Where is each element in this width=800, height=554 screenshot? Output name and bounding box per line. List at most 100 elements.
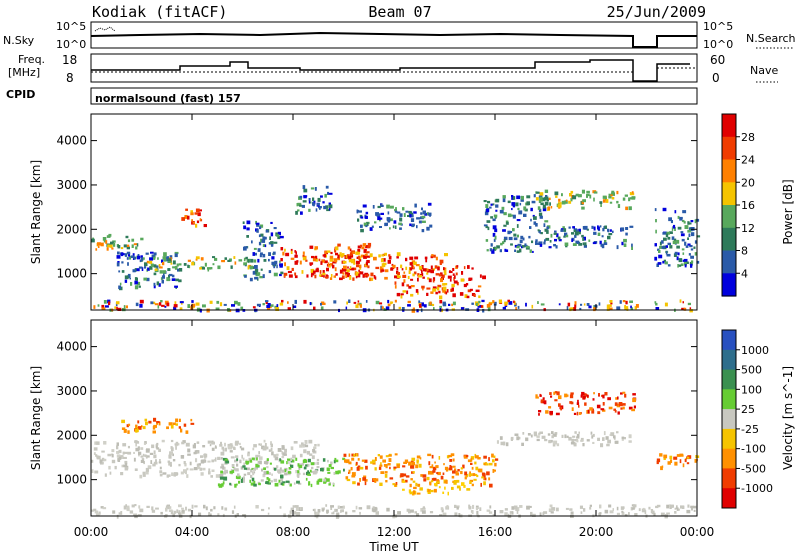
heatmap-cell (687, 456, 690, 459)
heatmap-cell (438, 290, 441, 294)
heatmap-cell (356, 467, 360, 471)
heatmap-cell (142, 257, 145, 260)
heatmap-cell (589, 506, 592, 510)
heatmap-cell (129, 255, 132, 260)
heatmap-cell (153, 454, 157, 459)
heatmap-cell (537, 301, 539, 304)
heatmap-cell (573, 307, 577, 311)
heatmap-cell (217, 265, 221, 270)
heatmap-cell (671, 227, 674, 231)
heatmap-cell (351, 472, 356, 476)
heatmap-cell (625, 232, 628, 236)
heatmap-cell (460, 467, 463, 470)
heatmap-cell (572, 435, 576, 438)
heatmap-cell (100, 242, 104, 247)
heatmap-cell (422, 507, 426, 510)
heatmap-cell (421, 215, 426, 219)
heatmap-cell (312, 202, 315, 207)
heatmap-cell (667, 236, 671, 240)
heatmap-cell (265, 300, 269, 303)
heatmap-cell (298, 482, 302, 485)
heatmap-cell (442, 301, 446, 306)
heatmap-cell (489, 483, 493, 488)
heatmap-cell (290, 248, 293, 252)
heatmap-cell (142, 453, 145, 457)
heatmap-cell (485, 226, 489, 229)
heatmap-cell (230, 265, 233, 269)
heatmap-cell (544, 189, 549, 193)
heatmap-cell (294, 275, 298, 279)
heatmap-cell (349, 268, 353, 271)
heatmap-cell (236, 463, 239, 467)
heatmap-cell (409, 483, 412, 488)
heatmap-cell (328, 464, 332, 467)
heatmap-cell (430, 291, 434, 294)
heatmap-cell (274, 467, 277, 471)
heatmap-cell (687, 243, 691, 246)
heatmap-cell (682, 301, 684, 304)
heatmap-cell (153, 264, 157, 268)
heatmap-cell (525, 245, 530, 249)
heatmap-cell (105, 240, 108, 244)
heatmap-cell (374, 276, 377, 280)
heatmap-cell (363, 475, 367, 479)
heatmap-cell (140, 455, 144, 458)
heatmap-cell (526, 195, 531, 199)
heatmap-cell (663, 454, 668, 459)
heatmap-cell (576, 436, 580, 439)
heatmap-cell (151, 444, 155, 449)
heatmap-cell (404, 479, 408, 483)
heatmap-cell (364, 481, 367, 486)
heatmap-cell (317, 197, 321, 202)
heatmap-cell (609, 229, 612, 232)
heatmap-cell (687, 504, 690, 508)
heatmap-cell (358, 507, 363, 510)
heatmap-cell (576, 433, 580, 438)
heatmap-cell (388, 254, 391, 257)
colorbar-tick-label: 1000 (741, 344, 769, 357)
heatmap-cell (437, 284, 442, 288)
heatmap-cell (141, 267, 144, 271)
heatmap-cell (654, 301, 657, 304)
heatmap-cell (432, 470, 436, 473)
heatmap-cell (427, 269, 431, 273)
heatmap-cell (274, 456, 279, 461)
heatmap-cell (500, 242, 503, 246)
heatmap-cell (381, 258, 386, 262)
nsky-label: N.Sky (3, 34, 35, 47)
heatmap-cell (488, 511, 493, 514)
heatmap-cell (122, 456, 127, 459)
heatmap-cell (168, 274, 170, 278)
heatmap-cell (435, 291, 438, 295)
heatmap-cell (666, 231, 670, 235)
heatmap-cell (117, 245, 121, 249)
heatmap-cell (432, 288, 437, 292)
heatmap-cell (245, 256, 248, 260)
heatmap-cell (299, 507, 302, 511)
heatmap-cell (346, 301, 348, 305)
heatmap-cell (597, 437, 600, 441)
heatmap-cell (330, 506, 333, 510)
heatmap-cell (509, 214, 514, 217)
heatmap-cell (305, 259, 308, 262)
heatmap-cell (463, 283, 467, 288)
heatmap-cell (241, 454, 243, 459)
heatmap-cell (276, 465, 279, 469)
heatmap-cell (538, 413, 540, 416)
heatmap-cell (101, 450, 105, 453)
heatmap-cell (576, 439, 579, 443)
heatmap-cell (213, 506, 216, 510)
heatmap-cell (174, 265, 178, 270)
heatmap-cell (623, 238, 627, 243)
heatmap-cell (263, 439, 266, 443)
heatmap-cell (455, 472, 459, 476)
heatmap-cell (447, 275, 452, 279)
heatmap-cell (118, 270, 121, 273)
heatmap-cell (608, 304, 612, 307)
heatmap-cell (493, 301, 497, 306)
heatmap-cell (247, 259, 250, 263)
heatmap-cell (476, 474, 479, 478)
heatmap-cell (507, 231, 511, 234)
heatmap-cell (295, 457, 298, 461)
heatmap-cell (333, 459, 336, 464)
